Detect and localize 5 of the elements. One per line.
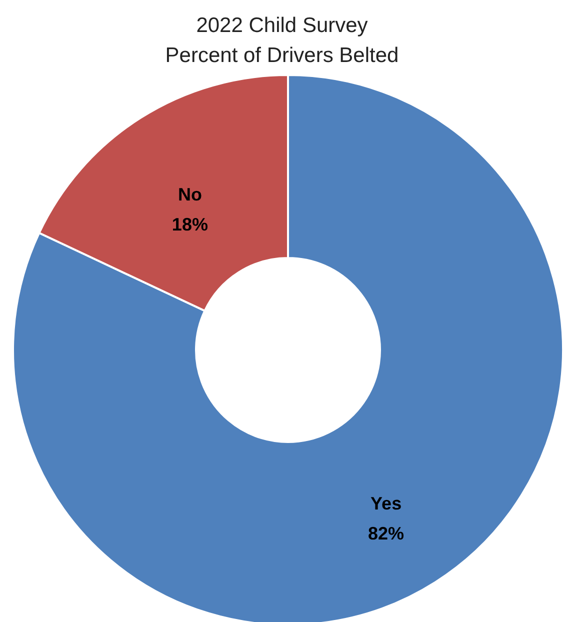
slice-label: Yes [370,494,402,514]
data-label: 18% [172,214,208,234]
data-label: 82% [368,524,404,544]
slice-label: No [178,184,202,204]
chart-title: 2022 Child Survey Percent of Drivers Belted [165,14,399,67]
